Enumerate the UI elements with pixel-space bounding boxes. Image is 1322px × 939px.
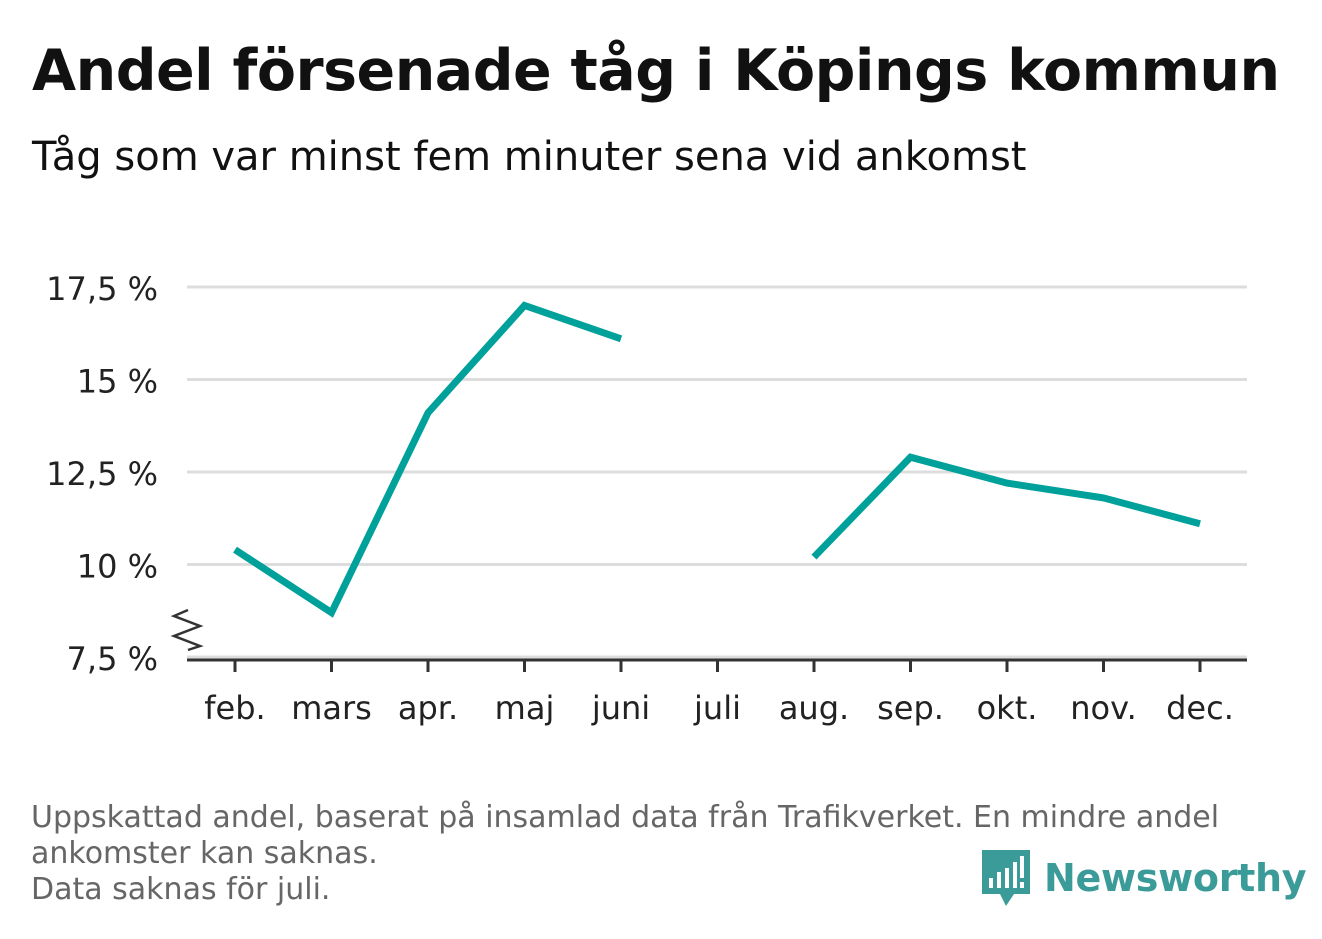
series-line-segment [233,301,623,618]
footnote: Uppskattad andel, baserat på insamlad da… [31,800,1291,908]
y-tick-label: 15 % [77,363,158,401]
line-chart: 7,5 % 10 % 12,5 % 15 % 17,5 % feb. mars apr. maj… [46,270,1247,727]
footnote-line-3: Data saknas för juli. [31,872,331,907]
x-tick-label: juni [591,689,650,727]
x-tick-label: maj [495,689,555,727]
chart-subtitle: Tåg som var minst fem minuter sena vid a… [32,134,1027,180]
footnote-line-1: Uppskattad andel, baserat på insamlad da… [31,800,1220,835]
brand-logo: Newsworthy [980,848,1307,908]
x-tick-label: apr. [398,689,458,727]
chart-title: Andel försenade tåg i Köpings kommun [32,38,1280,104]
x-tick-label: dec. [1166,689,1234,727]
series-line-segment [811,453,1201,560]
brand-name: Newsworthy [1044,856,1307,900]
newsworthy-logo-icon [982,850,1030,906]
x-tick-label: juli [693,689,741,727]
x-tick-label: okt. [977,689,1038,727]
x-tick-label: nov. [1070,689,1136,727]
x-tick-label: mars [291,689,372,727]
y-tick-label: 7,5 % [67,640,158,678]
x-tick-label: aug. [779,689,849,727]
x-tick-label: sep. [877,689,944,727]
footnote-line-2: ankomster kan saknas. [31,836,378,871]
x-tick-label: feb. [204,689,265,727]
y-tick-label: 17,5 % [46,270,158,308]
y-tick-label: 12,5 % [46,455,158,493]
axis-break-icon [170,608,204,652]
y-tick-label: 10 % [77,548,158,586]
